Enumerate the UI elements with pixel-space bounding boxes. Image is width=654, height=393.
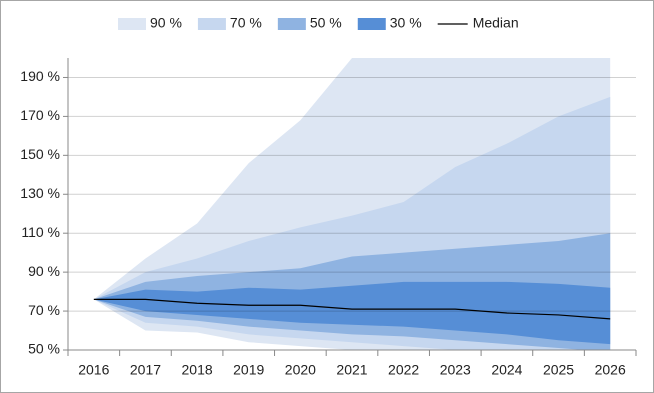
legend-label: 90 % [150, 15, 182, 31]
plot-area [68, 58, 636, 350]
x-tick-label: 2026 [595, 362, 626, 378]
median-line [93, 298, 611, 320]
legend-label: 30 % [390, 15, 422, 31]
legend-label: 70 % [230, 15, 262, 31]
x-tick-label: 2016 [78, 362, 109, 378]
x-tick-label: 2025 [543, 362, 574, 378]
y-tick-label: 170 % [20, 107, 60, 123]
y-tick-label: 50 % [28, 341, 60, 357]
legend-swatch [357, 18, 386, 30]
legend-swatch [118, 18, 146, 30]
x-tick-label: 2024 [491, 362, 522, 378]
x-tick-label: 2018 [182, 362, 213, 378]
legend-swatch [277, 18, 306, 30]
x-tick-label: 2021 [336, 362, 367, 378]
y-tick-label: 90 % [28, 263, 60, 279]
y-tick-label: 110 % [21, 224, 60, 240]
x-tick-label: 2022 [388, 362, 419, 378]
x-tick-label: 2017 [130, 362, 161, 378]
x-tick-label: 2020 [285, 362, 316, 378]
y-tick-label: 70 % [28, 302, 60, 318]
legend-label: Median [473, 15, 519, 31]
y-tick-label: 190 % [20, 68, 60, 84]
x-tick-label: 2019 [233, 362, 264, 378]
fan-band [93, 281, 611, 345]
y-tick-label: 130 % [20, 185, 60, 201]
legend-swatch [197, 18, 226, 30]
legend-label: 50 % [310, 15, 342, 31]
x-tick-label: 2023 [440, 362, 471, 378]
y-tick-label: 150 % [20, 146, 60, 162]
